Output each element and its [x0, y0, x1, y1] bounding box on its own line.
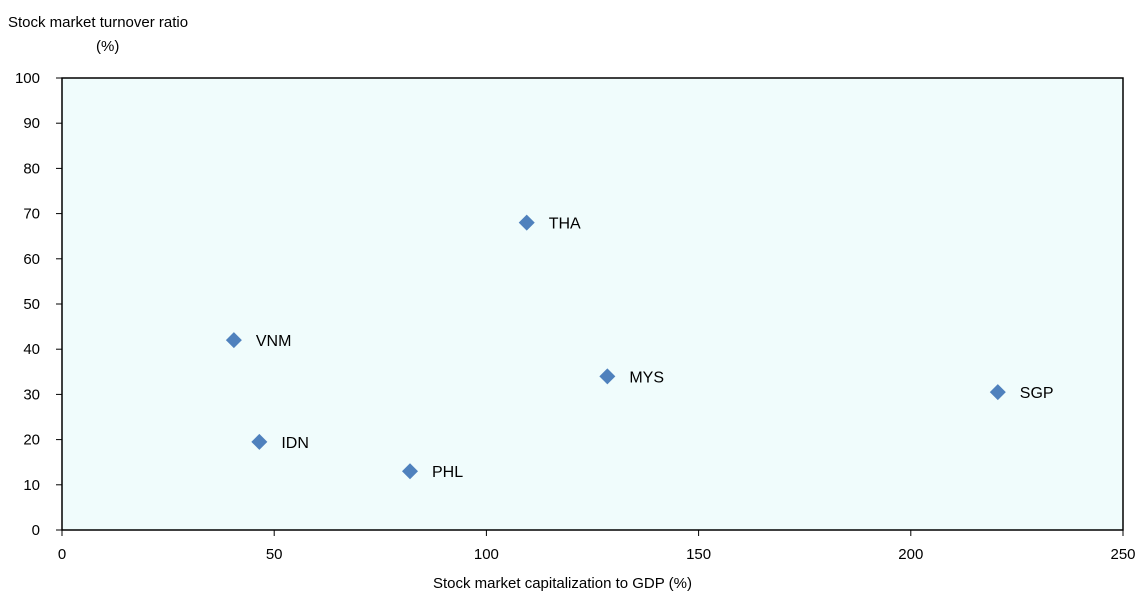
x-tick-label: 200	[898, 546, 923, 563]
y-tick-label: 70	[23, 206, 40, 223]
x-tick-label: 50	[266, 546, 283, 563]
y-tick-label: 40	[23, 341, 40, 358]
y-tick-label: 60	[23, 251, 40, 268]
x-tick-label: 150	[686, 546, 711, 563]
y-tick-label: 80	[23, 160, 40, 177]
y-tick-label: 100	[15, 70, 40, 87]
y-axis-title-line1: Stock market turnover ratio	[8, 14, 189, 31]
y-tick-label: 20	[23, 432, 40, 449]
y-tick-label: 90	[23, 115, 40, 132]
y-tick-label: 50	[23, 296, 40, 313]
point-label-sgp: SGP	[1020, 385, 1054, 402]
point-phl	[402, 463, 419, 480]
x-tick-label: 100	[474, 546, 499, 563]
x-axis-title: Stock market capitalization to GDP (%)	[433, 575, 692, 592]
y-tick-label: 30	[23, 386, 40, 403]
point-sgp	[989, 384, 1006, 401]
point-idn	[251, 433, 268, 450]
point-label-tha: THA	[549, 216, 581, 233]
point-label-phl: PHL	[432, 464, 463, 481]
y-axis: 0 10 20 30 40 50 60 70 80 90 100	[15, 70, 62, 539]
x-tick-label: 0	[58, 546, 66, 563]
point-vnm	[225, 332, 242, 349]
y-tick-label: 10	[23, 477, 40, 494]
point-label-mys: MYS	[629, 369, 664, 386]
plot-area	[61, 77, 1124, 531]
point-label-idn: IDN	[281, 435, 309, 452]
x-axis: 0 50 100 150 200 250	[58, 530, 1136, 563]
point-mys	[599, 368, 616, 385]
point-tha	[518, 214, 535, 231]
y-tick-label: 0	[32, 522, 40, 539]
x-tick-label: 250	[1110, 546, 1135, 563]
data-points: THA VNM MYS SGP IDN PHL	[225, 214, 1054, 481]
y-axis-title-line2: (%)	[96, 38, 120, 55]
point-label-vnm: VNM	[256, 333, 292, 350]
